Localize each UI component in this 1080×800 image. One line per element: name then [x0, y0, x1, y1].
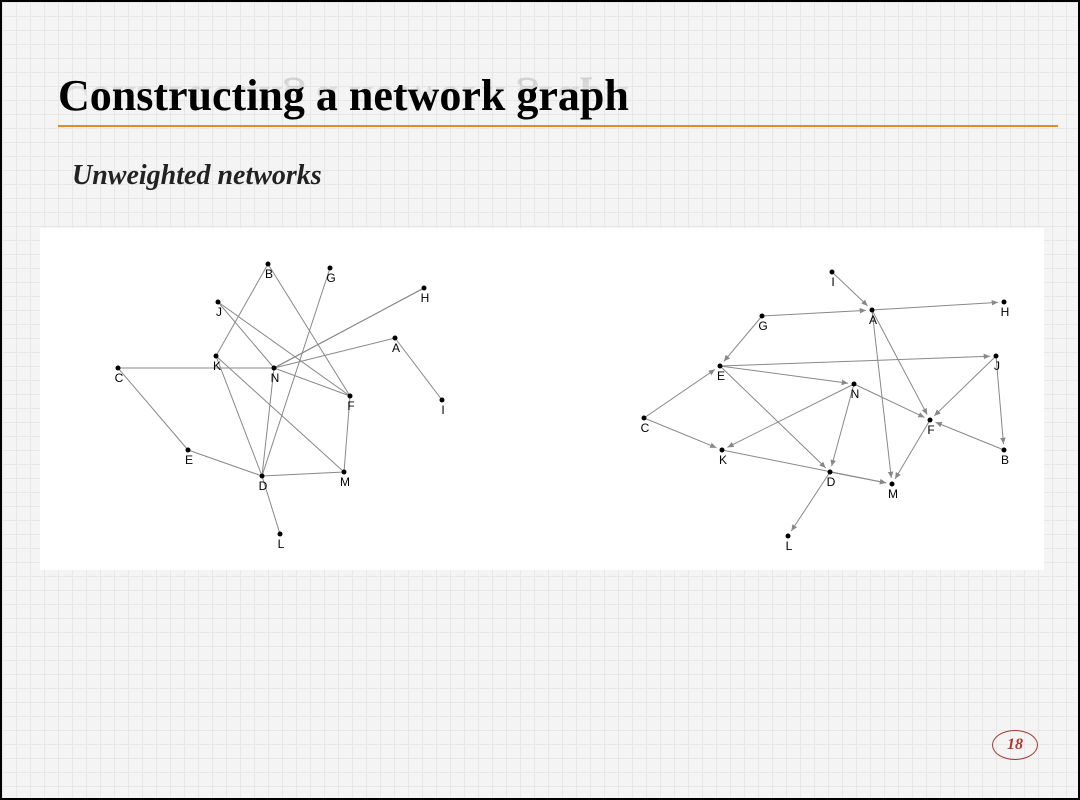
graph-node-label: B	[265, 267, 273, 281]
graph-node-label: G	[758, 319, 767, 333]
graph-edge	[727, 384, 854, 447]
graph-node-label: I	[441, 403, 444, 417]
graph-node-label: E	[717, 369, 725, 383]
graph-node-label: N	[271, 371, 280, 385]
graph-node-label: C	[641, 421, 650, 435]
graph-edge	[274, 288, 424, 368]
graph-node	[348, 394, 353, 399]
graph-node-label: J	[216, 305, 222, 319]
graph-edge	[274, 338, 395, 368]
graph-node-label: M	[888, 487, 898, 501]
graph-edge	[936, 422, 1004, 450]
graph-edge	[644, 369, 715, 418]
graph-node-label: C	[115, 371, 124, 385]
graph-node	[328, 266, 333, 271]
graph-node-label: D	[827, 475, 836, 489]
graph-edge	[216, 264, 268, 356]
graph-node	[928, 418, 933, 423]
graph-node-label: K	[719, 453, 727, 467]
graph-node	[440, 398, 445, 403]
graph-edge	[934, 356, 996, 416]
graph-edge	[268, 264, 350, 396]
graph-node	[642, 416, 647, 421]
graph-node-label: E	[185, 453, 193, 467]
graph-node	[786, 534, 791, 539]
graph-edge	[188, 450, 262, 476]
network-graph-undirected: A B C D E F G H I J K L M N	[40, 228, 510, 568]
graph-node-label: L	[278, 537, 285, 551]
graph-edge	[218, 302, 274, 368]
graph-node-label: I	[831, 275, 834, 289]
graph-node	[720, 448, 725, 453]
graph-node	[760, 314, 765, 319]
graph-edge	[832, 272, 868, 306]
graph-node	[216, 300, 221, 305]
graph-node-label: B	[1001, 453, 1009, 467]
graph-edge	[830, 472, 886, 483]
graph-node	[994, 354, 999, 359]
graph-edge	[872, 310, 927, 415]
graph-panel: A B C D E F G H I J K L M N A B C D E F G H I J K L M N	[40, 228, 1044, 570]
graph-node	[272, 366, 277, 371]
graph-node-label: G	[326, 271, 335, 285]
graph-node	[278, 532, 283, 537]
graph-node-label: F	[927, 423, 934, 437]
slide-title-reflection: Constructing a network graph	[58, 76, 1038, 127]
graph-edge	[218, 302, 350, 396]
slide-subtitle: Unweighted networks	[72, 160, 322, 192]
graph-node-label: N	[851, 387, 860, 401]
graph-node-label: A	[392, 341, 400, 355]
graph-edge	[720, 356, 990, 366]
graph-node	[342, 470, 347, 475]
graph-edge	[720, 366, 848, 383]
graph-node	[266, 262, 271, 267]
page-number-badge: 18	[992, 730, 1038, 760]
network-graph-directed: A B C D E F G H I J K L M N	[572, 228, 1042, 568]
graph-node	[393, 336, 398, 341]
graph-node	[260, 474, 265, 479]
graph-node	[852, 382, 857, 387]
graph-edge	[762, 310, 866, 316]
graph-edge	[791, 472, 830, 531]
graph-edge	[724, 316, 762, 361]
graph-node	[828, 470, 833, 475]
graph-node	[116, 366, 121, 371]
graph-node	[1002, 448, 1007, 453]
graph-node	[422, 286, 427, 291]
graph-edge	[395, 338, 442, 400]
graph-node-label: A	[869, 313, 877, 327]
graph-node-label: M	[340, 475, 350, 489]
graph-edge	[118, 368, 188, 450]
graph-edge	[872, 302, 998, 310]
graph-node	[186, 448, 191, 453]
graph-node	[830, 270, 835, 275]
graph-node-label: F	[347, 399, 354, 413]
graph-node-label: H	[1001, 305, 1010, 319]
graph-node	[890, 482, 895, 487]
graph-node-label: J	[994, 359, 1000, 373]
page-number: 18	[1007, 736, 1023, 754]
graph-edge	[895, 420, 930, 479]
graph-edge	[216, 356, 344, 472]
slide: Constructing a network graph Constructin…	[0, 0, 1080, 800]
graph-node	[214, 354, 219, 359]
graph-node	[1002, 300, 1007, 305]
graph-edge	[644, 418, 716, 448]
graph-edge	[274, 368, 350, 396]
graph-node-label: L	[786, 539, 793, 553]
graph-node	[870, 308, 875, 313]
graph-node-label: K	[213, 359, 221, 373]
graph-node-label: H	[421, 291, 430, 305]
graph-edge	[262, 472, 344, 476]
graph-node	[718, 364, 723, 369]
graph-edge	[216, 356, 262, 476]
graph-node-label: D	[259, 479, 268, 493]
